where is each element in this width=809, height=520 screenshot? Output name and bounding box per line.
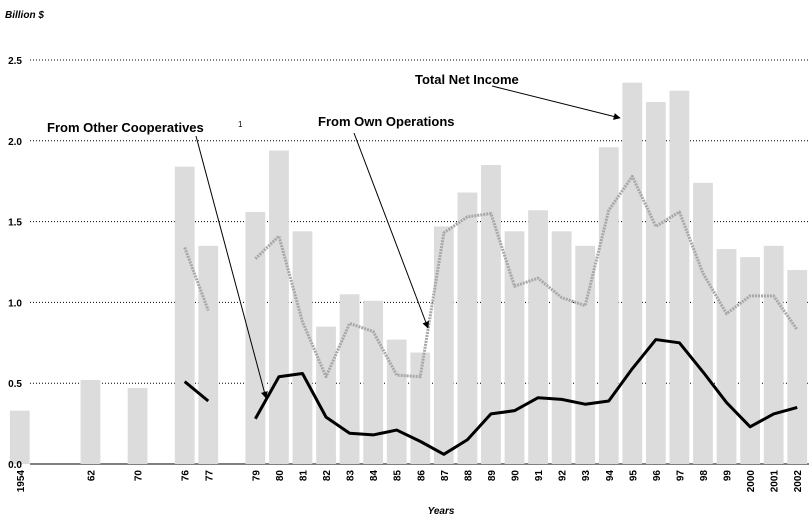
bar xyxy=(528,210,548,464)
labels: 0.0 0.5 1.0 1.5 2.0 2.5 1954 62 70 76 77 79 80 81 82 83… xyxy=(8,56,804,492)
x-tick-label: 76 xyxy=(181,470,192,482)
x-tick-label: 91 xyxy=(534,470,545,482)
y-tick-label: 2.0 xyxy=(8,137,22,148)
x-tick-label: 97 xyxy=(675,470,686,482)
arrow xyxy=(353,132,430,329)
x-tick-label: 87 xyxy=(440,470,451,482)
y-tick-label: 0.5 xyxy=(8,379,22,390)
bar xyxy=(740,257,760,464)
x-tick-label: 62 xyxy=(86,470,97,482)
bar xyxy=(598,147,619,464)
footnote-marker: 1 xyxy=(238,120,243,129)
bar xyxy=(693,182,713,465)
line xyxy=(183,246,210,312)
bar xyxy=(433,226,454,464)
x-tick-label: 90 xyxy=(511,470,522,482)
bar xyxy=(551,231,572,464)
x-tick-label: 84 xyxy=(369,470,380,482)
x-tick-label: 98 xyxy=(699,470,710,482)
y-tick-label: 0.0 xyxy=(8,460,22,471)
y-axis-label: Billion $ xyxy=(5,10,44,21)
x-axis-label: Years xyxy=(428,506,455,517)
x-tick-label: 79 xyxy=(251,470,262,482)
x-tick-label: 85 xyxy=(393,470,404,482)
x-tick-label: 70 xyxy=(134,470,145,482)
bar xyxy=(716,249,737,464)
x-tick-label: 2001 xyxy=(770,470,781,493)
bar xyxy=(481,165,501,465)
x-tick-label: 95 xyxy=(628,470,639,482)
x-tick-label: 1954 xyxy=(16,470,27,493)
x-tick-label: 96 xyxy=(652,470,663,482)
x-tick-label: 80 xyxy=(275,470,286,482)
y-tick-label: 1.5 xyxy=(8,218,22,229)
bars xyxy=(9,82,808,465)
bar xyxy=(575,245,596,464)
bar xyxy=(9,410,30,464)
x-tick-label: 2000 xyxy=(746,470,757,493)
bar xyxy=(669,90,690,464)
x-tick-label: 93 xyxy=(581,470,592,482)
annotation: From Other Cooperatives xyxy=(47,120,204,135)
x-tick-label: 89 xyxy=(487,470,498,482)
bar xyxy=(410,352,431,464)
bar xyxy=(457,192,478,464)
bar xyxy=(316,326,336,464)
y-tick-label: 1.0 xyxy=(8,298,22,309)
arrow xyxy=(491,85,621,120)
bar xyxy=(127,388,148,464)
x-tick-label: 92 xyxy=(558,470,569,482)
arrow xyxy=(195,135,268,399)
line xyxy=(183,380,210,403)
bar xyxy=(269,150,289,464)
bar xyxy=(198,245,219,464)
lines xyxy=(183,174,799,456)
annotation: From Own Operations xyxy=(318,114,455,129)
x-tick-label: 2002 xyxy=(793,470,804,493)
bar xyxy=(80,379,101,464)
x-tick-label: 86 xyxy=(416,470,427,482)
x-tick-label: 83 xyxy=(346,470,357,482)
bar xyxy=(339,294,360,464)
bar xyxy=(787,270,808,464)
line xyxy=(254,174,799,379)
bar xyxy=(763,245,784,464)
bar xyxy=(292,231,313,464)
bar xyxy=(245,211,266,464)
y-tick-label: 2.5 xyxy=(8,56,22,67)
x-tick-label: 82 xyxy=(322,470,333,482)
x-tick-label: 81 xyxy=(298,470,309,482)
bar xyxy=(504,231,525,464)
x-tick-label: 99 xyxy=(723,470,734,482)
bar xyxy=(363,300,384,464)
bar xyxy=(174,166,195,464)
x-tick-label: 88 xyxy=(463,470,474,482)
annotation: Total Net Income xyxy=(415,72,519,87)
bar xyxy=(386,339,407,464)
x-tick-label: 77 xyxy=(204,470,215,482)
bar xyxy=(645,102,666,465)
x-tick-label: 94 xyxy=(605,470,616,482)
bar xyxy=(622,82,643,465)
line xyxy=(254,338,798,456)
